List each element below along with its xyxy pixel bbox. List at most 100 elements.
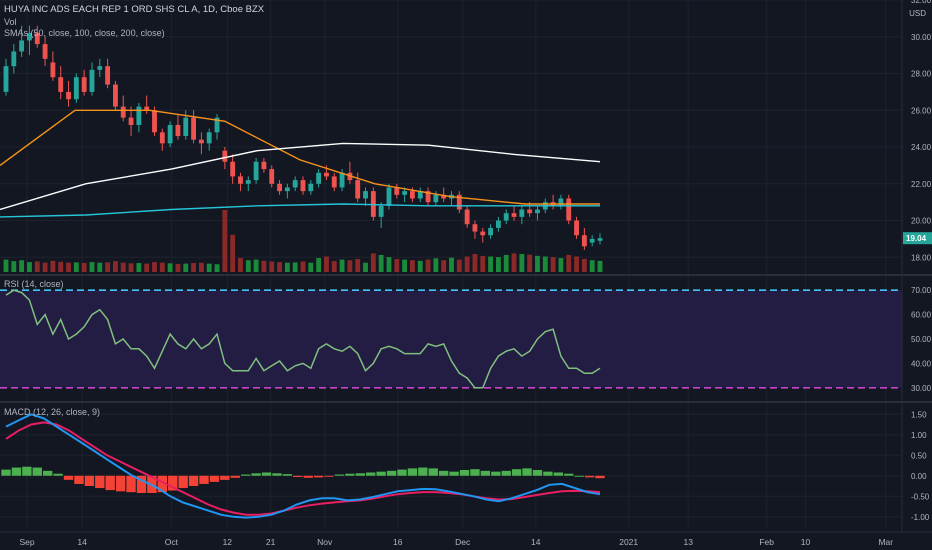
candle-body: [574, 220, 579, 236]
rsi-tick-label: 70.00: [911, 286, 932, 295]
volume-bar: [488, 256, 494, 272]
candle-body: [112, 84, 118, 107]
macd-histogram-bar: [188, 475, 199, 486]
macd-histogram-bar: [532, 470, 543, 476]
candle-body: [409, 191, 415, 199]
volume-bar: [480, 255, 486, 272]
volume-bar: [542, 256, 548, 272]
candle-body: [495, 220, 501, 228]
volume-bar: [331, 261, 337, 272]
volume-bar: [50, 260, 56, 272]
candle-body: [355, 180, 361, 199]
macd-histogram-bar: [251, 473, 261, 476]
candle-body: [167, 124, 173, 144]
macd-histogram-bar: [11, 467, 22, 476]
time-tick-label: 13: [683, 537, 693, 547]
rsi-label[interactable]: RSI (14, close): [4, 279, 64, 289]
candle-body: [89, 69, 95, 92]
time-tick-label: 12: [223, 537, 233, 547]
volume-bar: [519, 254, 525, 272]
macd-panel-plot: [1, 413, 605, 519]
macd-tick-label: 1.00: [911, 431, 927, 440]
macd-histogram-bar: [220, 475, 230, 480]
macd-histogram-bar: [157, 475, 168, 493]
macd-histogram-bar: [584, 475, 595, 478]
volume-bar: [581, 258, 587, 272]
macd-histogram-bar: [84, 475, 95, 486]
volume-bar: [136, 263, 142, 272]
volume-bar: [284, 262, 290, 272]
sma-label[interactable]: SMAs (50, close, 100, close, 200, close): [4, 28, 165, 38]
volume-bar: [144, 263, 150, 272]
candle-body: [331, 176, 337, 188]
macd-histogram-bar: [32, 467, 42, 476]
candle-body: [152, 110, 157, 133]
candle-body: [245, 180, 251, 184]
macd-histogram-bar: [313, 475, 324, 478]
volume-bar: [183, 263, 189, 272]
candle-body: [511, 213, 517, 217]
macd-histogram-bar: [1, 469, 11, 476]
volume-bar: [19, 260, 25, 272]
volume-bar: [112, 261, 118, 272]
candle-body: [308, 183, 314, 192]
volume-bar: [347, 260, 353, 272]
volume-bar: [89, 262, 95, 272]
candle-body: [144, 106, 150, 111]
price-tick-label: 26.00: [911, 106, 932, 115]
candle-body: [566, 198, 572, 221]
macd-label[interactable]: MACD (12, 26, close, 9): [4, 407, 101, 417]
candle-body: [464, 209, 470, 225]
macd-histogram-bar: [293, 475, 303, 477]
volume-bar: [417, 260, 423, 272]
macd-histogram-bar: [564, 473, 574, 476]
volume-bar: [503, 254, 509, 272]
volume-bar: [433, 258, 439, 272]
candle-body: [58, 77, 64, 92]
volume-label[interactable]: Vol: [4, 17, 17, 27]
macd-histogram-bar: [178, 475, 188, 489]
volume-bar: [214, 264, 220, 272]
price-tick-label: 24.00: [911, 143, 932, 152]
candle-body: [433, 194, 439, 203]
price-axis: 32.00 30.00 28.00 26.00 24.00 22.00 20.00 18.00…: [903, 0, 932, 522]
candle-body: [284, 187, 290, 192]
sma200-line: [0, 203, 600, 218]
macd-tick-label: 0.00: [911, 472, 927, 481]
macd-histogram-bar: [470, 469, 480, 476]
rsi-line-path: [5, 289, 601, 389]
macd-tick-label: 1.50: [911, 410, 927, 419]
volume-bar: [535, 255, 540, 272]
last-price-label: 19.04: [906, 234, 927, 243]
candle-body: [558, 198, 564, 206]
candle-body: [159, 132, 165, 144]
macd-histogram-bar: [272, 473, 282, 476]
volume-bar: [198, 262, 204, 272]
volume-bar: [277, 262, 282, 272]
volume-bar: [120, 262, 126, 272]
macd-histogram-bar: [449, 471, 459, 476]
macd-tick-label: 0.50: [911, 451, 927, 460]
volume-bar: [589, 260, 595, 272]
candle-body: [597, 238, 603, 241]
rsi-line: [5, 289, 601, 389]
candle-body: [324, 172, 329, 177]
time-tick-label: Mar: [878, 537, 893, 547]
candle-body: [425, 191, 431, 203]
candle-body: [175, 124, 181, 136]
macd-histogram-bar: [136, 475, 147, 493]
volume-bar: [175, 263, 181, 272]
macd-histogram-bar: [407, 468, 418, 476]
candle-body: [269, 169, 275, 184]
candle-body: [50, 62, 56, 78]
volume-bar: [253, 259, 259, 272]
time-tick-label: 10: [801, 537, 811, 547]
macd-histogram-bar: [491, 471, 501, 476]
candle-body: [66, 91, 71, 100]
candle-body: [363, 191, 368, 199]
candle-body: [42, 44, 48, 59]
macd-histogram-bar: [501, 470, 511, 476]
volume-bar: [574, 256, 579, 272]
macd-histogram-bar: [480, 470, 491, 476]
